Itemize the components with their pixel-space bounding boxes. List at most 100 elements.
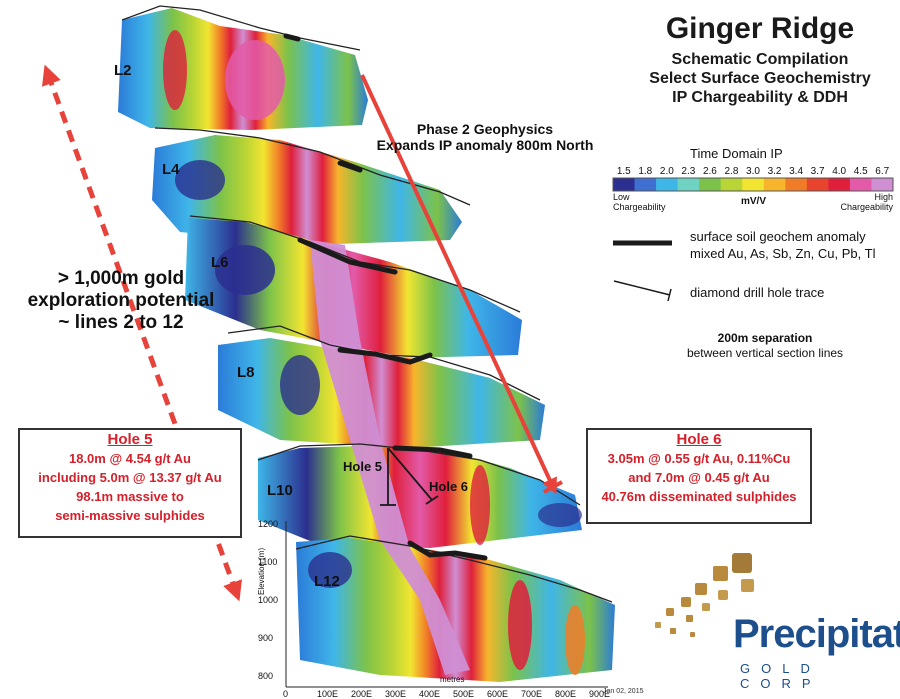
ip-sections	[118, 8, 615, 682]
legend-ddh-symbol	[613, 280, 671, 296]
x-tick-label: 400E	[419, 689, 441, 699]
potential-arrow	[42, 64, 242, 602]
y-tick-label: 900	[258, 633, 274, 643]
x-tick-label: 100E	[317, 689, 339, 699]
soil-bar-l6	[297, 237, 398, 275]
high-line-2: Chargeability	[840, 202, 893, 212]
colorbar-swatch	[634, 178, 657, 191]
y-tick-label: 1200	[258, 519, 279, 529]
section-label-l12: L12	[314, 573, 340, 590]
section-label-l6: L6	[211, 254, 229, 271]
soil-bar-l8	[337, 347, 433, 365]
potential-text: > 1,000m gold exploration potential ~ li…	[16, 268, 226, 334]
potential-line-2: exploration potential	[27, 290, 215, 311]
legend-title: Time Domain IP	[690, 146, 783, 161]
separation-text: between vertical section lines	[686, 346, 844, 360]
colorbar-tick-label: 3.0	[746, 166, 760, 177]
x-tick-label: 500E	[453, 689, 475, 699]
y-tick-label: 800	[258, 671, 274, 681]
x-tick-label: 600E	[487, 689, 509, 699]
colorbar-swatch	[806, 178, 829, 191]
hole5-line-2: including 5.0m @ 13.37 g/t Au	[38, 470, 222, 485]
date-stamp: Jan 02, 2015	[603, 688, 644, 695]
topo-l2	[121, 5, 361, 51]
soil-bar-l12	[407, 540, 488, 561]
x-tick-label: 200E	[351, 689, 373, 699]
x-tick-label: 700E	[521, 689, 543, 699]
high-line-1: High	[874, 192, 893, 202]
logo-squares	[655, 553, 754, 637]
x-tick-label: 800E	[555, 689, 577, 699]
soil-line-2: mixed Au, As, Sb, Zn, Cu, Pb, Tl	[690, 246, 876, 261]
hole5-title: Hole 5	[107, 431, 153, 448]
hole6-line-1: 3.05m @ 0.55 g/t Au, 0.11%Cu	[607, 451, 791, 466]
y-tick-label: 1000	[258, 595, 279, 605]
legend-unit: mV/V	[741, 196, 767, 207]
x-tick-label: 900E	[589, 689, 611, 699]
colorbar-tick-label: 4.0	[832, 166, 847, 177]
y-tick-label: 1100	[258, 557, 278, 567]
colorbar-swatch	[656, 178, 679, 191]
colorbar-tick-label: 6.7	[875, 166, 890, 177]
colorbar-swatch	[742, 178, 765, 191]
colorbar-tick-label: 3.7	[810, 166, 825, 177]
colorbar-border	[612, 177, 894, 192]
phase2-line-1: Phase 2 Geophysics	[416, 121, 554, 137]
colorbar-tick-label: 3.2	[767, 166, 782, 177]
hole5-callout: Hole 5 18.0m @ 4.54 g/t Au including 5.0…	[18, 428, 242, 538]
colorbar-swatch	[849, 178, 872, 191]
legend-soil-text: surface soil geochem anomaly mixed Au, A…	[690, 228, 875, 262]
logo-wordmark: Precipitate	[733, 612, 900, 656]
x-axis-label: metres	[440, 675, 465, 684]
colorbar-tick-label: 2.6	[702, 166, 717, 177]
hole5-line-3: 98.1m massive to	[76, 489, 184, 504]
potential-line-3: ~ lines 2 to 12	[58, 312, 184, 333]
colorbar-swatch	[677, 178, 700, 191]
section-axes	[285, 521, 608, 688]
hole5-line-1: 18.0m @ 4.54 g/t Au	[68, 451, 191, 466]
subtitle-line-3: IP Chargeability & DDH	[672, 89, 848, 106]
low-line-1: Low	[613, 192, 630, 202]
colorbar-swatch	[785, 178, 808, 191]
section-label-l8: L8	[237, 364, 255, 381]
colorbar-tick-label: 1.8	[638, 166, 653, 177]
page-title: Ginger Ridge	[665, 12, 855, 45]
soil-bar-l10	[392, 445, 473, 459]
section-l6	[185, 218, 522, 358]
colorbar-swatch	[828, 178, 851, 191]
legend-low-label: Low Chargeability	[613, 192, 666, 212]
colorbar-swatch	[763, 178, 786, 191]
section-l10	[258, 446, 582, 548]
topo-l12	[295, 535, 613, 603]
section-label-l10: L10	[267, 482, 293, 499]
colorbar-tick-label: 4.5	[853, 166, 868, 177]
hole5-line-4: semi-massive sulphides	[55, 508, 205, 523]
x-tick-label: 0	[283, 689, 289, 699]
legend-high-label: High Chargeability	[833, 192, 893, 212]
section-l12	[296, 538, 615, 682]
colorbar-tick-label: 3.4	[789, 166, 804, 177]
low-line-2: Chargeability	[613, 202, 666, 212]
hole6-end	[425, 495, 439, 505]
subtitle-line-2: Select Surface Geochemistry	[649, 70, 871, 87]
phase2-arrow	[360, 74, 557, 495]
colorbar-tick-label: 1.5	[616, 166, 631, 177]
colorbar-tick-label: 2.8	[724, 166, 739, 177]
colorbar	[612, 177, 894, 192]
soil-line-1: surface soil geochem anomaly	[690, 229, 866, 244]
soil-anomaly-bars	[283, 33, 488, 561]
hole6-line-2: and 7.0m @ 0.45 g/t Au	[628, 470, 770, 485]
colorbar-swatch	[720, 178, 743, 191]
soil-bar-l4	[337, 160, 363, 173]
colorbar-tick-label: 2.3	[681, 166, 696, 177]
phase2-arrow-end-cap	[543, 480, 563, 494]
colorbar-swatch	[699, 178, 722, 191]
hole6-label: Hole 6	[429, 479, 469, 494]
potential-line-1: > 1,000m gold	[57, 268, 185, 289]
hole5-label: Hole 5	[343, 459, 383, 474]
hole6-callout: Hole 6 3.05m @ 0.55 g/t Au, 0.11%Cu and …	[586, 428, 812, 524]
section-label-l2: L2	[114, 62, 132, 79]
colorbar-swatch	[871, 178, 894, 191]
colorbar-tick-label: 2.0	[659, 166, 674, 177]
